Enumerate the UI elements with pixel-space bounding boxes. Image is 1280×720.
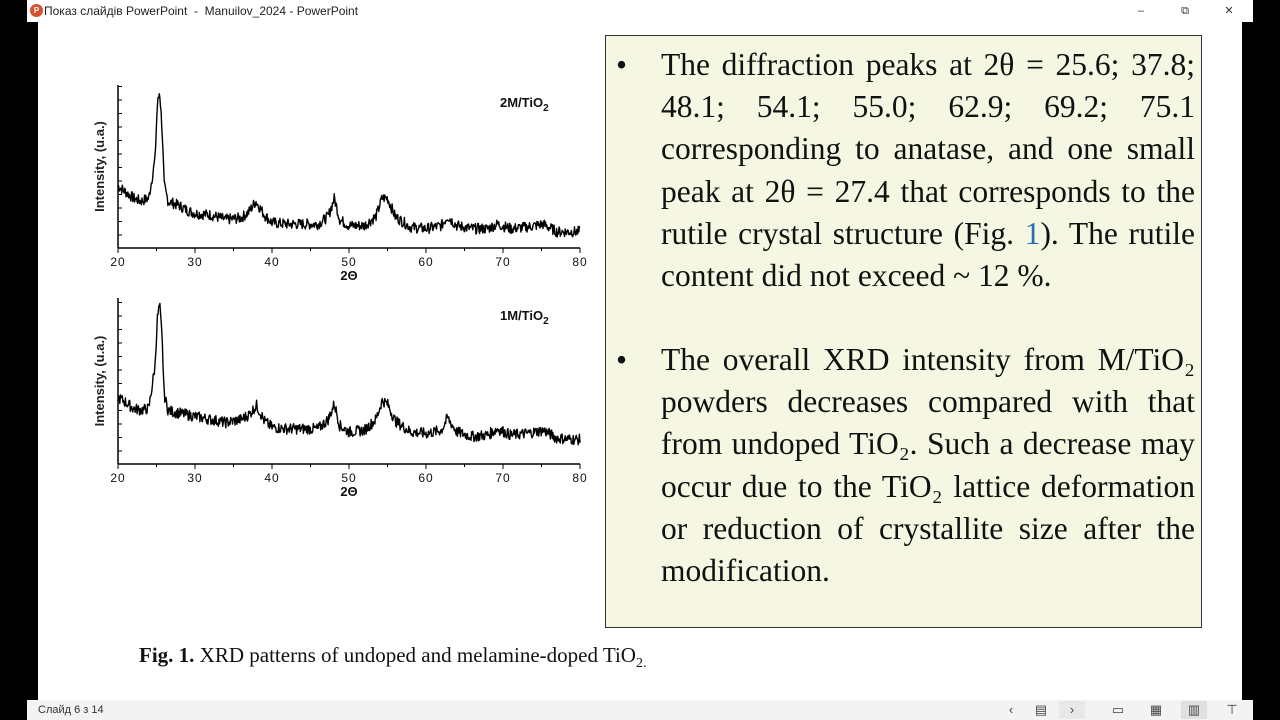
svg-text:20: 20 bbox=[110, 255, 125, 269]
svg-text:70: 70 bbox=[495, 255, 510, 269]
svg-text:30: 30 bbox=[187, 255, 202, 269]
bullet-dot: • bbox=[616, 342, 628, 377]
bullet-text: The diffraction peaks at 2θ = 25.6; 37.8… bbox=[661, 47, 1195, 251]
slide-counter: Слайд 6 з 14 bbox=[38, 704, 104, 716]
text-box[interactable]: • The diffraction peaks at 2θ = 25.6; 37… bbox=[605, 35, 1202, 628]
previous-slide-button[interactable]: ‹ bbox=[1008, 702, 1014, 717]
svg-text:2Θ: 2Θ bbox=[340, 484, 357, 499]
restore-button[interactable]: ⧉ bbox=[1181, 5, 1189, 17]
window-title: Показ слайдів PowerPoint - Manuilov_2024… bbox=[44, 4, 359, 18]
normal-view-button[interactable]: ▭ bbox=[1111, 702, 1125, 717]
svg-text:50: 50 bbox=[341, 471, 356, 485]
minimize-button[interactable]: – bbox=[1137, 5, 1145, 17]
status-bar: Слайд 6 з 14 ‹ ▤ › ▭ ▦ ▥ ⊤ bbox=[27, 700, 1253, 720]
xrd-chart-2m-tio2: 20 30 40 50 60 70 80 2Θ Intensity, (u.a.) 2M/TiO2 bbox=[92, 85, 587, 283]
bullet-text: The overall XRD intensity from M/TiO₂ po… bbox=[661, 342, 1195, 589]
slide-canvas[interactable]: 20 30 40 50 60 70 80 2Θ Intensity, (u.a.) 2M/TiO2… bbox=[38, 22, 1242, 700]
bullet-text-end: ). The rutile content did not exceed ~ 1… bbox=[661, 215, 1196, 294]
bullet-dot: • bbox=[616, 47, 628, 82]
svg-text:1M/TiO2: 1M/TiO2 bbox=[500, 308, 549, 327]
powerpoint-app-icon: P bbox=[30, 4, 43, 17]
svg-text:20: 20 bbox=[110, 471, 125, 485]
svg-text:80: 80 bbox=[572, 471, 587, 485]
slide-sorter-button[interactable]: ▦ bbox=[1149, 702, 1163, 717]
xrd-chart-1m-tio2: 20 30 40 50 60 70 80 2Θ Intensity, (u.a.) 1M/TiO2 bbox=[92, 298, 587, 499]
slide-show-button[interactable]: ⊤ bbox=[1226, 702, 1238, 717]
svg-text:30: 30 bbox=[187, 471, 202, 485]
caption-label: Fig. 1. bbox=[139, 643, 195, 667]
svg-text:70: 70 bbox=[495, 471, 510, 485]
svg-text:2M/TiO2: 2M/TiO2 bbox=[500, 95, 549, 114]
svg-text:Intensity, (u.a.): Intensity, (u.a.) bbox=[92, 336, 107, 427]
caption-text: XRD patterns of undoped and melamine-dop… bbox=[194, 643, 636, 667]
svg-text:40: 40 bbox=[264, 471, 279, 485]
caption-subscript: 2. bbox=[635, 656, 647, 672]
svg-text:60: 60 bbox=[418, 471, 433, 485]
figure-caption: Fig. 1. XRD patterns of undoped and mela… bbox=[139, 643, 646, 672]
svg-text:50: 50 bbox=[341, 255, 356, 269]
slide-menu-button[interactable]: ▤ bbox=[1034, 702, 1048, 717]
svg-text:2Θ: 2Θ bbox=[340, 268, 357, 283]
svg-text:Intensity, (u.a.): Intensity, (u.a.) bbox=[92, 121, 107, 212]
window-titlebar: P Показ слайдів PowerPoint - Manuilov_20… bbox=[27, 0, 1253, 22]
reading-view-button[interactable]: ▥ bbox=[1181, 701, 1207, 719]
svg-text:80: 80 bbox=[572, 255, 587, 269]
close-button[interactable]: ✕ bbox=[1224, 5, 1234, 17]
svg-text:40: 40 bbox=[264, 255, 279, 269]
svg-text:60: 60 bbox=[418, 255, 433, 269]
figure-link[interactable]: 1 bbox=[1024, 215, 1041, 251]
next-slide-button[interactable]: › bbox=[1059, 701, 1085, 719]
